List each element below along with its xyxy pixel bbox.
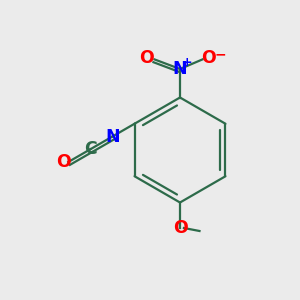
Text: C: C (84, 140, 97, 158)
Text: O: O (172, 219, 188, 237)
Text: N: N (173, 60, 187, 78)
Text: +: + (181, 56, 192, 69)
Text: −: − (214, 47, 226, 61)
Text: O: O (201, 49, 216, 67)
Text: O: O (56, 153, 71, 171)
Text: O: O (139, 49, 154, 67)
Text: N: N (105, 128, 120, 146)
